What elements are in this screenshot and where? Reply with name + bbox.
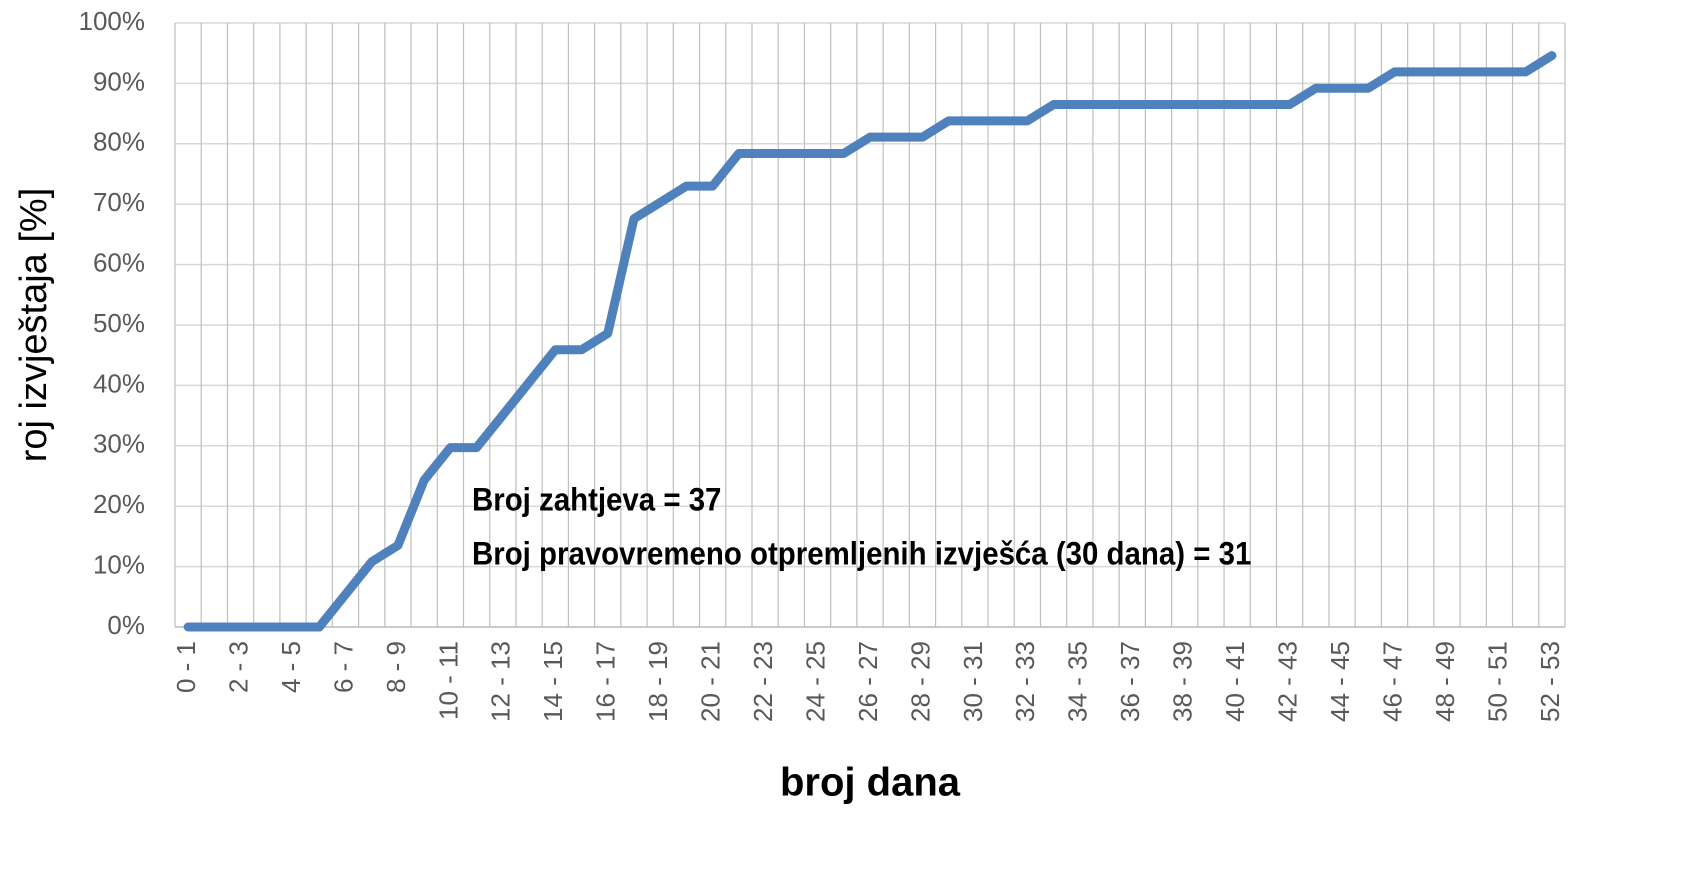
- x-tick-label: 16 - 17: [591, 641, 621, 722]
- x-tick-label: 30 - 31: [958, 641, 988, 722]
- annotation: Broj zahtjeva = 37: [472, 481, 721, 517]
- y-tick-label: 10%: [93, 549, 145, 579]
- line-series: [183, 51, 1557, 632]
- x-tick-label: 32 - 33: [1010, 641, 1040, 722]
- y-tick-label: 100%: [79, 6, 146, 36]
- y-tick-label: 0%: [107, 610, 145, 640]
- x-tick-label: 34 - 35: [1063, 641, 1093, 722]
- x-tick-label: 26 - 27: [853, 641, 883, 722]
- x-tick-label: 50 - 51: [1482, 641, 1512, 722]
- x-tick-label: 10 - 11: [433, 641, 463, 720]
- y-tick-label: 60%: [93, 247, 145, 277]
- y-tick-label: 20%: [93, 489, 145, 519]
- x-tick-label: 4 - 5: [276, 641, 306, 693]
- x-tick-label: 24 - 25: [800, 641, 830, 722]
- x-tick-label: 0 - 1: [171, 641, 201, 693]
- y-tick-label: 30%: [93, 429, 145, 459]
- annotation: Broj pravovremeno otpremljenih izvješća …: [472, 535, 1251, 571]
- x-tick-label: 20 - 21: [696, 641, 726, 722]
- x-tick-label: 36 - 37: [1115, 641, 1145, 722]
- x-tick-label: 8 - 9: [381, 641, 411, 693]
- x-tick-label: 40 - 41: [1220, 641, 1250, 722]
- y-tick-label: 80%: [93, 127, 145, 157]
- x-tick-label: 2 - 3: [223, 641, 253, 693]
- y-tick-label: 50%: [93, 308, 145, 338]
- x-tick-label: 42 - 43: [1272, 641, 1302, 722]
- x-tick-label: 44 - 45: [1325, 641, 1355, 722]
- x-tick-label: 38 - 39: [1168, 641, 1198, 722]
- x-tick-label: 52 - 53: [1535, 641, 1565, 722]
- x-tick-label: 14 - 15: [538, 641, 568, 722]
- y-tick-label: 40%: [93, 368, 145, 398]
- x-tick-label: 48 - 49: [1430, 641, 1460, 722]
- x-tick-label: 46 - 47: [1377, 641, 1407, 722]
- x-tick-label: 18 - 19: [643, 641, 673, 722]
- y-axis-title: roj izvještaja [%]: [13, 188, 55, 463]
- y-tick-label: 70%: [93, 187, 145, 217]
- x-axis-title: broj dana: [780, 761, 961, 805]
- x-tick-label: 12 - 13: [486, 641, 516, 722]
- x-tick-label: 6 - 7: [328, 641, 358, 693]
- x-tick-label: 28 - 29: [905, 641, 935, 722]
- x-tick-label: 22 - 23: [748, 641, 778, 722]
- y-tick-label: 90%: [93, 66, 145, 96]
